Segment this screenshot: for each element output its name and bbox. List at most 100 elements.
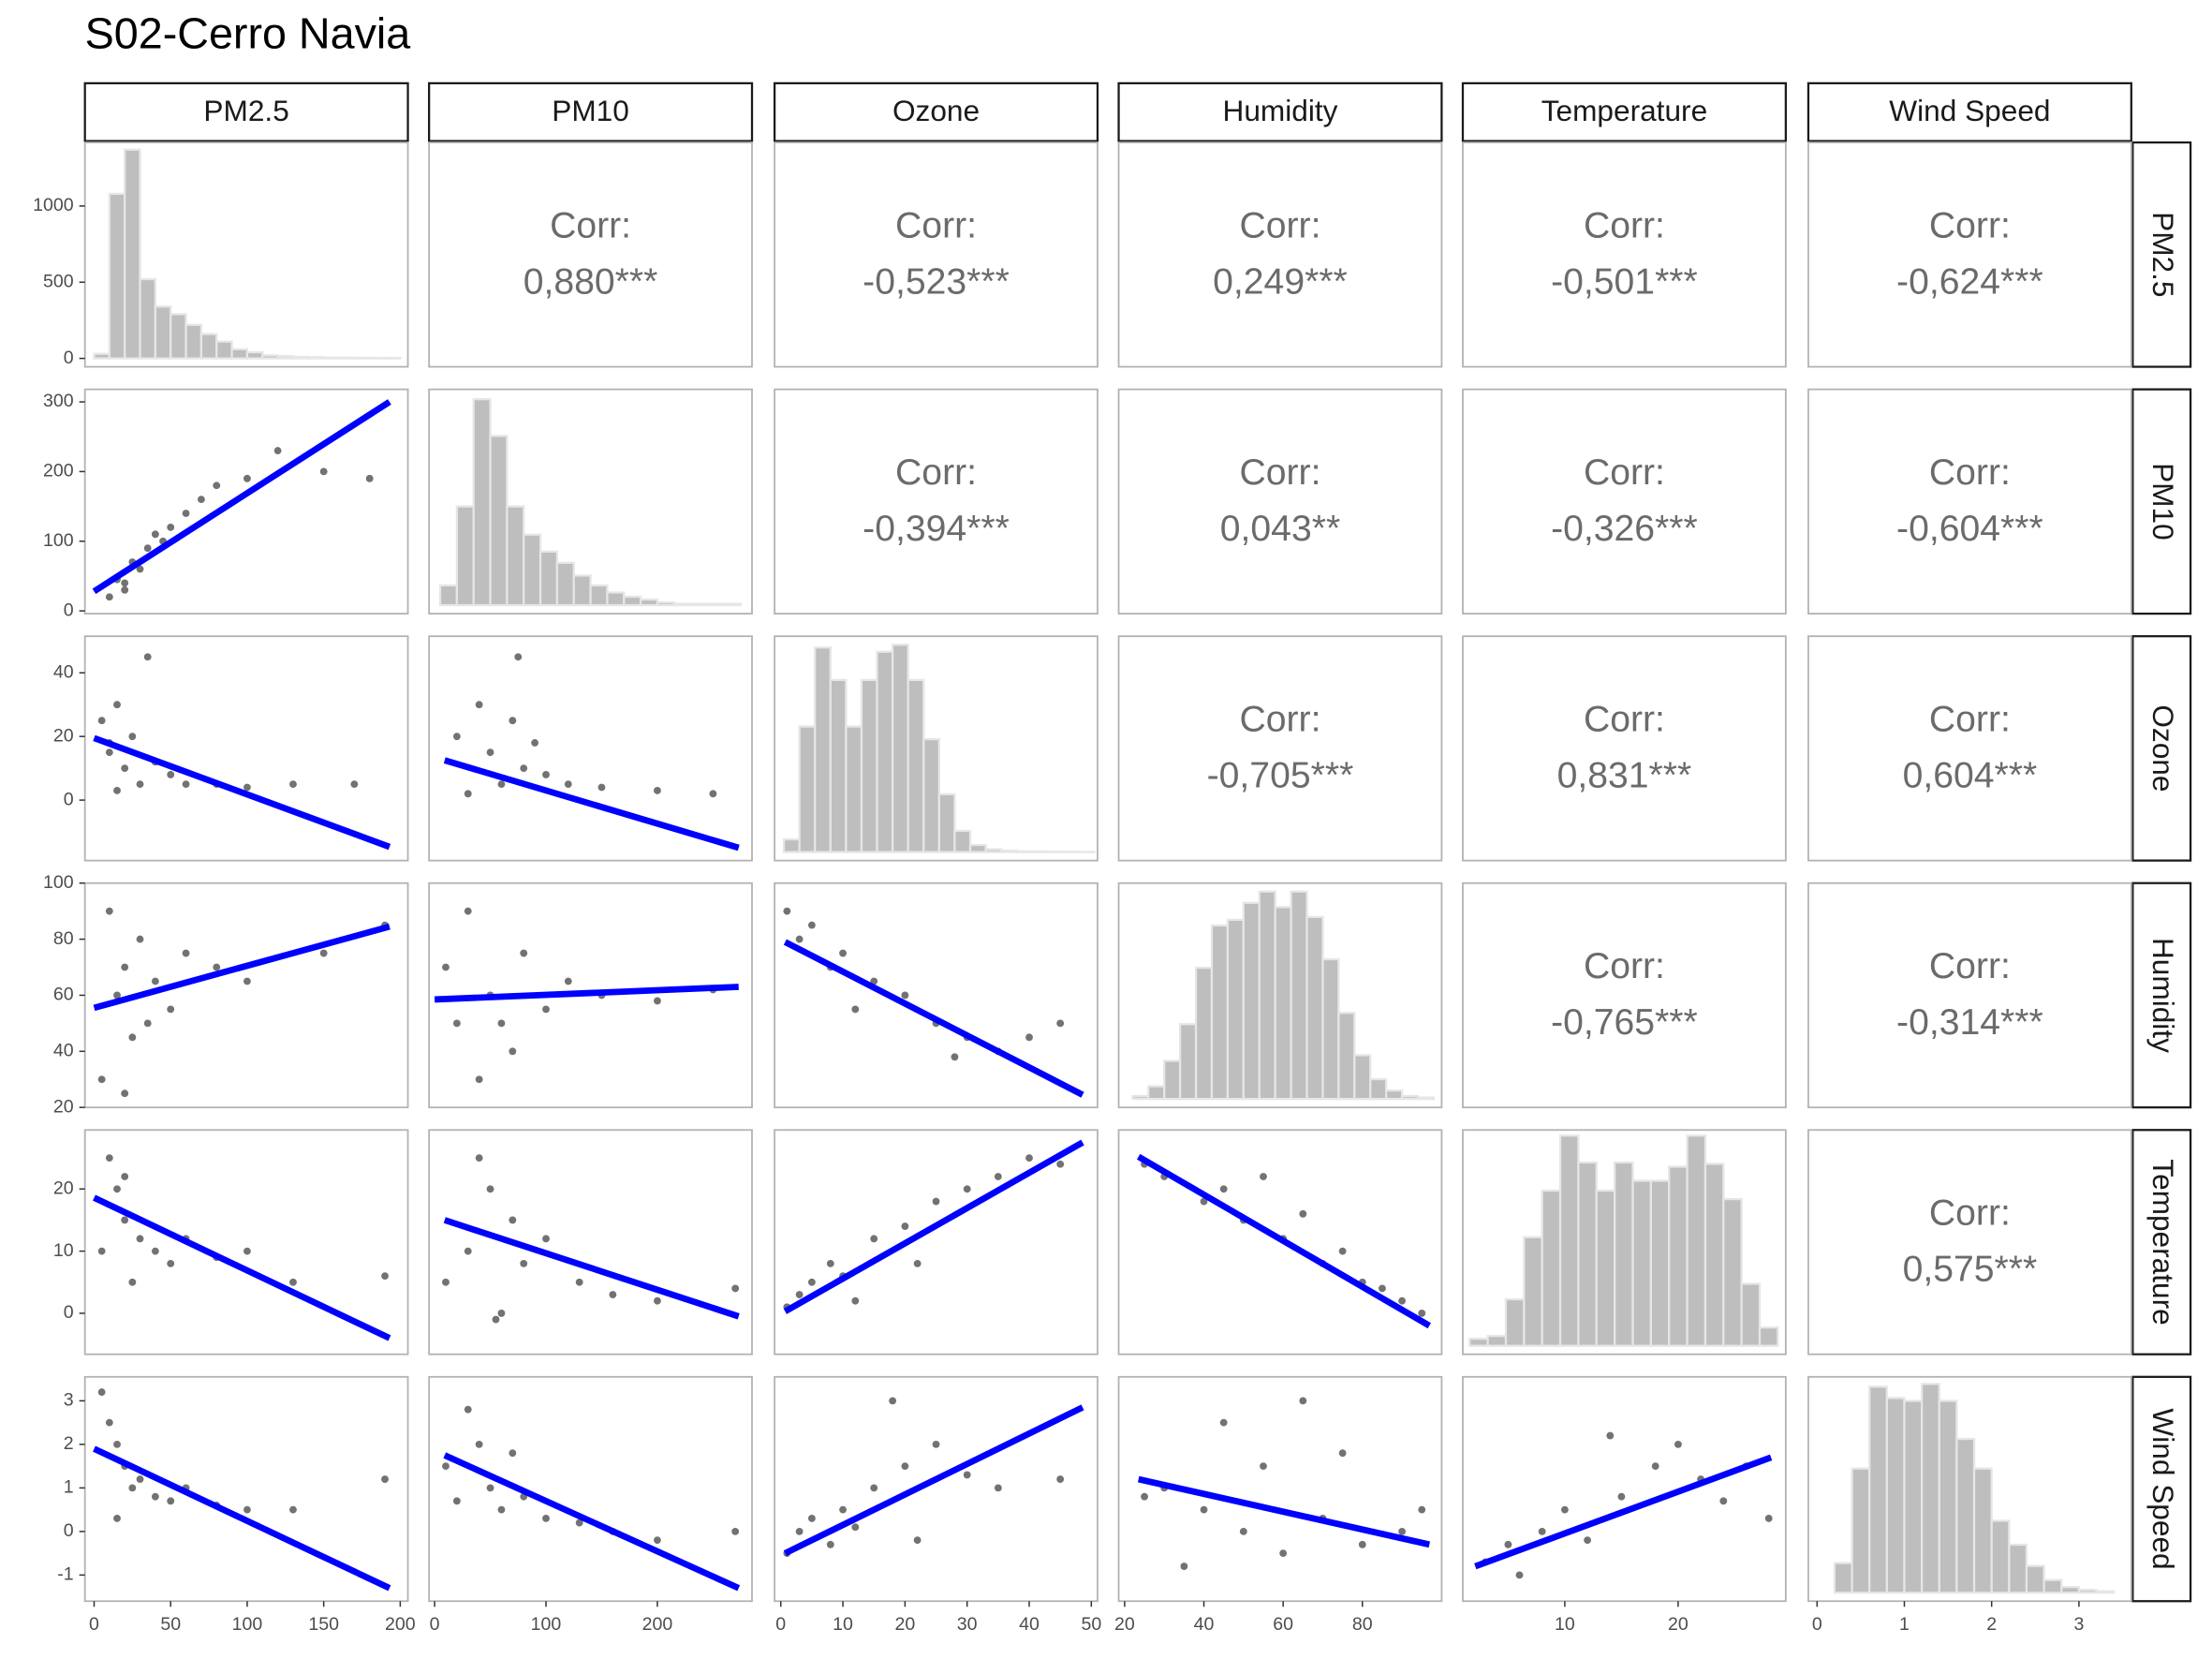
scatter-point xyxy=(839,949,847,957)
scatter-point xyxy=(113,786,121,794)
fit-line xyxy=(443,1452,741,1592)
histogram-bar xyxy=(261,354,279,360)
y-tick-label: 20 xyxy=(53,725,74,746)
histogram-bar xyxy=(907,678,925,853)
x-tick-label: 200 xyxy=(385,1614,416,1635)
scatter-point xyxy=(1418,1505,1426,1514)
histogram-bar xyxy=(1321,957,1340,1101)
row-label: PM10 xyxy=(2146,463,2180,541)
scatter-point xyxy=(243,783,251,792)
scatter-point xyxy=(213,963,221,971)
scatter-point xyxy=(509,1449,517,1458)
y-tick-label: 10 xyxy=(53,1240,74,1261)
scatter-point xyxy=(243,1505,251,1514)
y-tick-label: 100 xyxy=(43,530,74,551)
scatter-point xyxy=(151,977,159,985)
scatter-point xyxy=(575,1518,583,1527)
scatter-point xyxy=(564,780,572,789)
scatter-point xyxy=(1504,1540,1512,1548)
scatter-point xyxy=(1260,1462,1267,1471)
scatter-point xyxy=(475,701,483,709)
histogram-bar xyxy=(1226,918,1245,1101)
histogram-bar xyxy=(1541,1189,1562,1347)
corr-label: Corr: xyxy=(1929,946,2011,986)
histogram-bar xyxy=(154,305,172,360)
fit-line xyxy=(783,1404,1084,1557)
histogram-bar xyxy=(523,533,542,607)
column-strip xyxy=(1117,81,1443,142)
corr-value: -0,501*** xyxy=(1551,261,1698,302)
scatter-point xyxy=(442,1278,450,1286)
scatter-point xyxy=(1651,1462,1659,1471)
row-strip xyxy=(2131,635,2192,862)
scatter-point xyxy=(243,977,251,985)
scatter-point xyxy=(1056,1475,1065,1483)
y-tick-label: 1 xyxy=(64,1477,74,1498)
corr-label: Corr: xyxy=(550,205,631,245)
histogram-bar xyxy=(1274,906,1292,1101)
scatter-point xyxy=(128,733,137,741)
corr-value: -0,314*** xyxy=(1896,1002,2043,1043)
scatter-point xyxy=(167,523,175,531)
panel xyxy=(1462,635,1787,862)
scatter-point xyxy=(452,1497,461,1505)
scatter-point xyxy=(464,790,472,798)
column-label: Humidity xyxy=(1223,94,1338,127)
scatter-point xyxy=(381,1272,389,1281)
scatter-point xyxy=(1398,1527,1407,1535)
scatter-point xyxy=(486,1484,494,1492)
histogram-bar xyxy=(555,561,575,607)
column-label: Ozone xyxy=(892,94,980,127)
panel xyxy=(1462,141,1787,368)
scatter-point xyxy=(520,764,528,773)
histogram-bar xyxy=(1631,1179,1653,1347)
fit-line xyxy=(93,1194,391,1341)
panel xyxy=(428,635,753,862)
scatter-point xyxy=(826,1259,834,1267)
y-tick-label: 2 xyxy=(64,1433,74,1454)
histogram-bar xyxy=(1242,901,1261,1101)
scatter-point xyxy=(795,1291,804,1298)
scatter-point xyxy=(542,771,550,778)
panel xyxy=(428,141,753,368)
histogram-bar xyxy=(337,356,356,360)
scatter-point xyxy=(97,717,106,725)
x-tick-label: 80 xyxy=(1352,1614,1373,1635)
fit-line xyxy=(443,1217,740,1320)
scatter-point xyxy=(609,1291,617,1298)
scatter-point xyxy=(243,1247,251,1255)
x-tick-label: 3 xyxy=(2073,1614,2084,1635)
scatter-point xyxy=(542,1235,550,1243)
scatter-point xyxy=(520,1259,528,1267)
scatter-point xyxy=(1418,1310,1426,1317)
scatter-point xyxy=(97,1247,106,1255)
x-tick-label: 40 xyxy=(1019,1614,1040,1635)
x-tick-label: 30 xyxy=(957,1614,978,1635)
panel xyxy=(774,881,1099,1109)
y-tick-label: 0 xyxy=(64,348,74,368)
x-tick-label: 100 xyxy=(232,1614,263,1635)
fit-line xyxy=(783,939,1084,1098)
y-tick-label: 20 xyxy=(53,1178,74,1198)
scatter-point xyxy=(151,530,159,539)
x-tick-label: 150 xyxy=(308,1614,339,1635)
histogram-bar xyxy=(860,678,878,853)
scatter-point xyxy=(464,907,472,915)
histogram-bar xyxy=(245,350,264,360)
histogram-bar xyxy=(723,602,743,607)
scatter-point xyxy=(654,1296,661,1305)
panel xyxy=(1807,881,2132,1109)
corr-value: 0,831*** xyxy=(1557,755,1692,795)
panel xyxy=(1807,1129,2132,1355)
histogram-bar xyxy=(1353,1054,1372,1101)
histogram-bar xyxy=(1938,1400,1958,1594)
histogram-bar xyxy=(1833,1562,1853,1594)
histogram-bar xyxy=(968,843,987,853)
scatter-point xyxy=(509,717,517,725)
scatter-point xyxy=(1538,1527,1546,1535)
histogram-bar xyxy=(1703,1163,1725,1347)
scatter-point xyxy=(497,1310,506,1317)
histogram-bar xyxy=(1686,1134,1707,1347)
histogram-bar xyxy=(2042,1578,2063,1594)
panel xyxy=(1117,635,1443,862)
